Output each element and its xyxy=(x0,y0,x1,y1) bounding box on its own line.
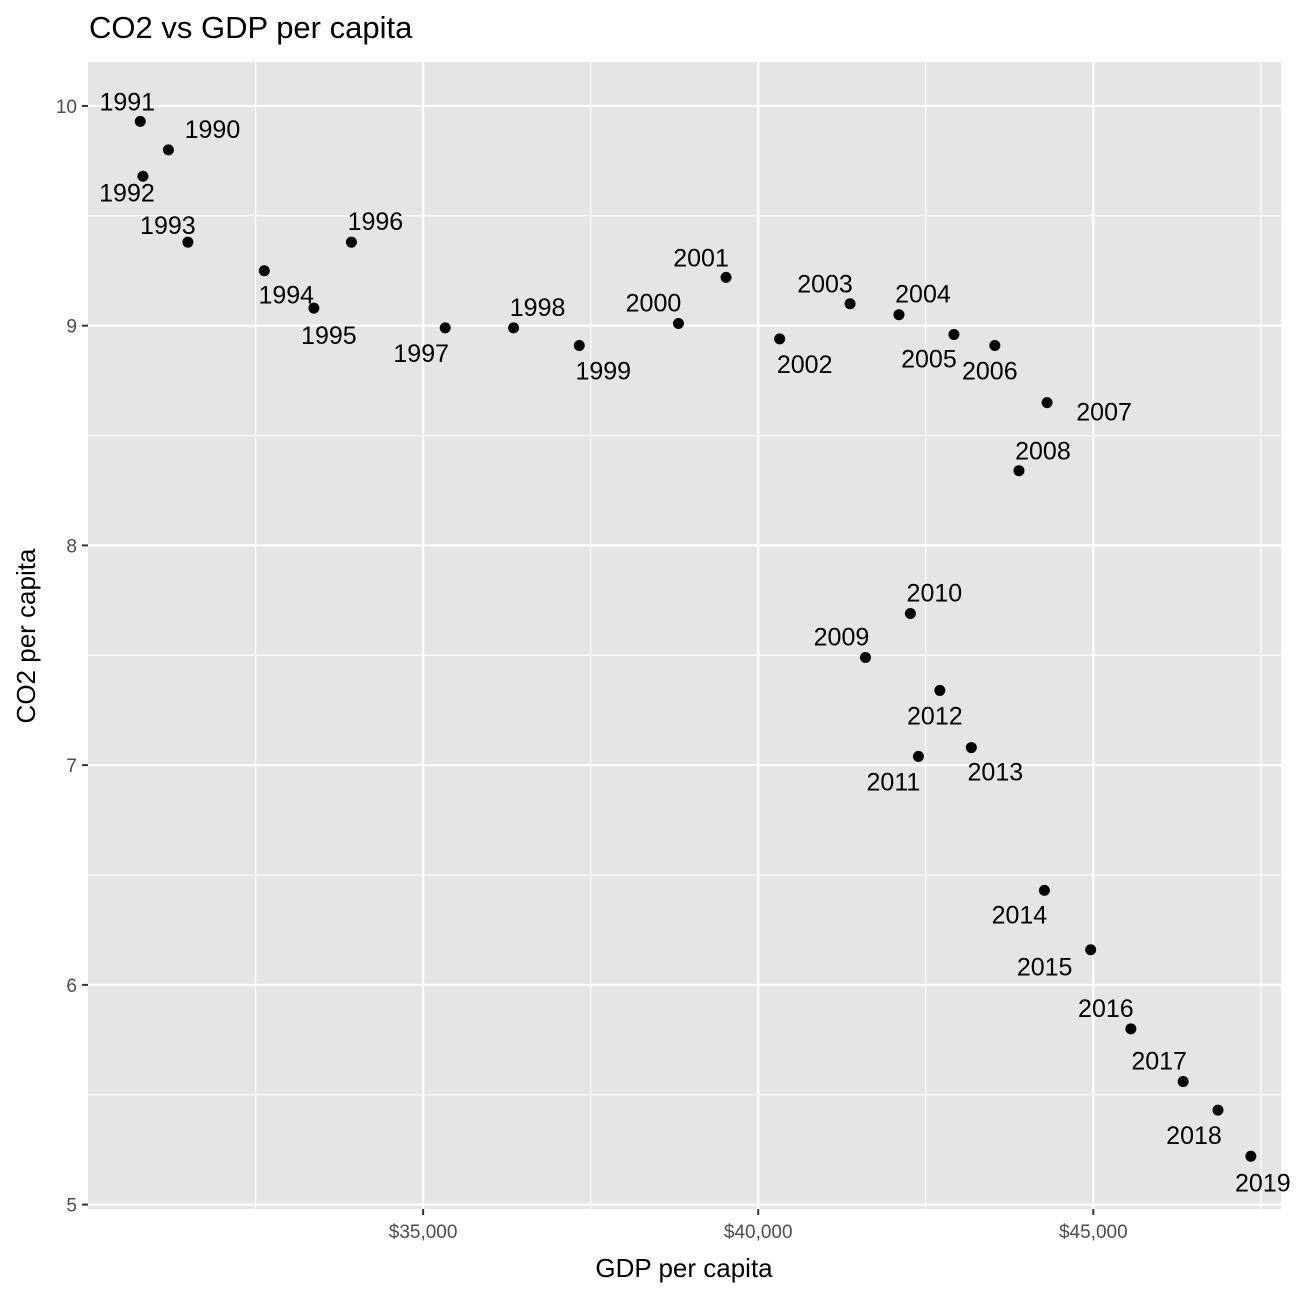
x-axis-title: GDP per capita xyxy=(595,1253,773,1283)
data-point xyxy=(774,333,786,345)
data-point xyxy=(439,322,451,334)
point-label: 2013 xyxy=(968,759,1024,787)
data-point xyxy=(573,339,585,351)
point-label: 2012 xyxy=(907,702,963,730)
data-point xyxy=(912,750,924,762)
data-point xyxy=(1245,1150,1257,1162)
point-label: 2003 xyxy=(797,271,853,299)
data-point xyxy=(1177,1076,1189,1088)
data-point xyxy=(134,115,146,127)
point-label: 2001 xyxy=(673,244,729,272)
data-point xyxy=(1085,944,1097,956)
x-tick-label: $40,000 xyxy=(724,1222,793,1243)
point-label: 1993 xyxy=(140,212,196,240)
point-label: 2004 xyxy=(895,281,951,309)
point-label: 2005 xyxy=(901,345,957,373)
point-label: 2009 xyxy=(814,623,870,651)
data-point xyxy=(965,742,977,754)
y-tick-label: 7 xyxy=(66,756,77,777)
major-gridlines xyxy=(88,62,1281,1209)
axis-ticks xyxy=(82,104,1095,1215)
plot-panel xyxy=(88,62,1281,1209)
point-label: 2006 xyxy=(962,357,1018,385)
data-point xyxy=(345,236,357,248)
data-point xyxy=(1125,1023,1137,1035)
data-point xyxy=(258,265,270,277)
point-label: 2010 xyxy=(907,580,963,608)
data-point xyxy=(1041,397,1053,409)
tick-labels: $35,000 $40,000 $45,000 5 6 7 8 9 10 xyxy=(56,97,1128,1243)
point-label: 1992 xyxy=(99,179,155,207)
data-point xyxy=(1013,465,1025,477)
point-label: 1996 xyxy=(348,208,404,236)
point-label: 2016 xyxy=(1078,995,1134,1023)
data-point xyxy=(934,684,946,696)
point-label: 2008 xyxy=(1015,438,1071,466)
data-point xyxy=(308,302,320,314)
data-points xyxy=(134,115,1257,1162)
data-point xyxy=(672,317,684,329)
data-point xyxy=(1212,1104,1224,1116)
data-point xyxy=(508,322,520,334)
point-label: 2019 xyxy=(1235,1169,1291,1197)
y-tick-label: 6 xyxy=(66,976,77,997)
x-tick-label: $35,000 xyxy=(389,1222,458,1243)
point-label: 2014 xyxy=(992,901,1048,929)
chart-title: CO2 vs GDP per capita xyxy=(89,10,413,45)
data-point xyxy=(137,170,149,182)
data-point xyxy=(182,236,194,248)
point-label: 1998 xyxy=(510,294,566,322)
point-label: 1997 xyxy=(393,340,449,368)
data-point xyxy=(720,271,732,283)
point-label: 2017 xyxy=(1131,1048,1187,1076)
data-point xyxy=(162,144,174,156)
point-label: 2011 xyxy=(867,768,921,796)
data-point xyxy=(859,651,871,663)
y-tick-label: 10 xyxy=(56,97,77,118)
minor-gridlines xyxy=(88,62,1281,1209)
data-point xyxy=(844,298,856,310)
point-label: 1991 xyxy=(99,88,155,116)
y-tick-label: 5 xyxy=(66,1196,77,1217)
y-tick-label: 9 xyxy=(66,317,77,338)
point-label: 2002 xyxy=(777,351,833,379)
data-point xyxy=(989,339,1001,351)
point-label: 1994 xyxy=(258,282,314,310)
point-label: 1995 xyxy=(301,322,357,350)
point-label: 1990 xyxy=(185,116,241,144)
point-labels: 1990 1991 1992 1993 1994 1995 1996 1997 1998 1999… xyxy=(99,88,1291,1197)
x-tick-label: $45,000 xyxy=(1059,1222,1128,1243)
y-axis-title: CO2 per capita xyxy=(11,548,41,723)
point-label: 1999 xyxy=(575,357,631,385)
data-point xyxy=(893,309,905,321)
point-label: 2015 xyxy=(1017,954,1073,982)
point-label: 2000 xyxy=(626,289,682,317)
point-label: 2018 xyxy=(1166,1122,1222,1150)
data-point xyxy=(948,328,960,340)
y-tick-label: 8 xyxy=(66,536,77,557)
data-point xyxy=(1038,884,1050,896)
data-point xyxy=(904,608,916,620)
point-label: 2007 xyxy=(1076,399,1132,427)
